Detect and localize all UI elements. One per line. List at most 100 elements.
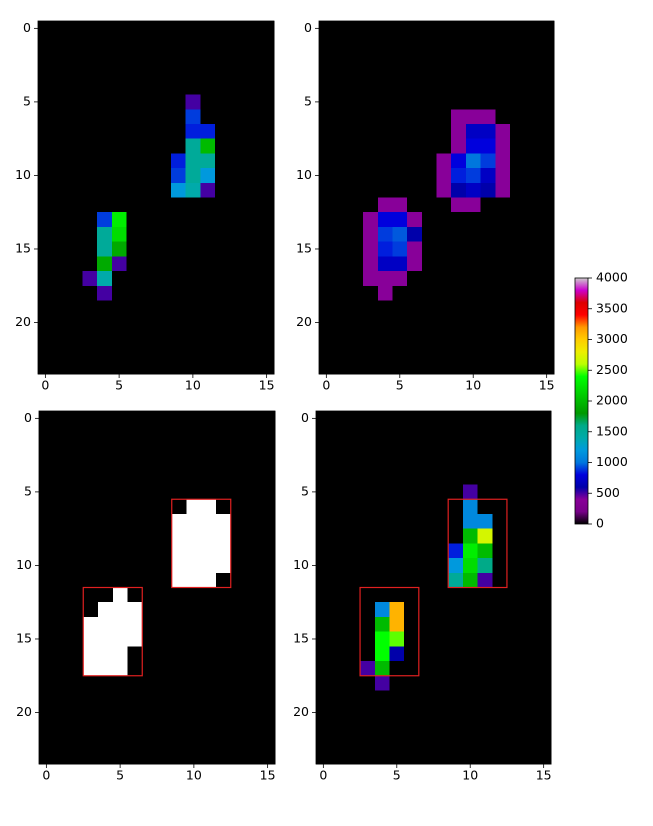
heatmap-cell (418, 528, 434, 544)
heatmap-cell (244, 315, 260, 331)
heatmap-cell (127, 558, 143, 574)
heatmap-cell (229, 168, 245, 184)
heatmap-cell (421, 79, 437, 95)
heatmap-cell (345, 734, 361, 750)
heatmap-cell (112, 690, 128, 706)
x-tick-label: 0 (322, 378, 330, 393)
heatmap-cell (170, 285, 186, 301)
heatmap-cell (216, 675, 232, 691)
heatmap-cell (524, 182, 540, 198)
colorbar-tick-label: 1000 (596, 454, 628, 469)
heatmap-cell (348, 153, 364, 169)
y-tick-label: 10 (15, 167, 31, 182)
heatmap-cell (521, 528, 537, 544)
heatmap-cell (39, 661, 55, 677)
colorbar-tick-label: 0 (596, 516, 604, 531)
heatmap-cell (39, 440, 55, 456)
heatmap-cell (83, 675, 99, 691)
heatmap-cell (539, 65, 555, 81)
heatmap-cell (407, 226, 423, 242)
heatmap-cell (521, 705, 537, 721)
heatmap-cell (421, 271, 437, 287)
heatmap-cell (186, 734, 202, 750)
heatmap-cell (348, 109, 364, 125)
heatmap-cell (433, 705, 449, 721)
heatmap-cell (97, 329, 113, 345)
heatmap-cell (39, 646, 55, 662)
heatmap-cell (141, 226, 157, 242)
heatmap-cell (360, 661, 376, 677)
heatmap-cell (333, 226, 349, 242)
heatmap-cell (170, 94, 186, 110)
heatmap-cell (392, 300, 408, 316)
heatmap-cell (495, 94, 511, 110)
heatmap-cell (374, 425, 390, 441)
heatmap-cell (127, 690, 143, 706)
heatmap-cell (216, 484, 232, 500)
heatmap-cell (360, 484, 376, 500)
heatmap-cell (418, 631, 434, 647)
heatmap-cell (480, 241, 496, 257)
heatmap-cell (436, 123, 452, 139)
heatmap-cell (52, 315, 68, 331)
heatmap-cell (127, 513, 143, 529)
heatmap-cell (448, 631, 464, 647)
heatmap-cell (509, 241, 525, 257)
heatmap-cell (259, 65, 275, 81)
heatmap-cell (157, 646, 173, 662)
heatmap-cell (418, 440, 434, 456)
heatmap-cell (141, 79, 157, 95)
heatmap-cell (112, 661, 128, 677)
x-tick-label: 0 (319, 768, 327, 783)
heatmap-cell (52, 123, 68, 139)
heatmap-cell (200, 153, 216, 169)
heatmap-cell (392, 50, 408, 66)
heatmap-cell (141, 315, 157, 331)
heatmap-cell (448, 543, 464, 559)
heatmap-cell (360, 558, 376, 574)
heatmap-cell (433, 425, 449, 441)
heatmap-cell (83, 558, 99, 574)
heatmap-cell (112, 602, 128, 618)
heatmap-cell (436, 65, 452, 81)
heatmap-cell (244, 65, 260, 81)
heatmap-cell (348, 65, 364, 81)
heatmap-cell (345, 705, 361, 721)
heatmap-cell (374, 734, 390, 750)
heatmap-cell (141, 138, 157, 154)
heatmap-cell (201, 440, 217, 456)
heatmap-cell (333, 256, 349, 272)
heatmap-cell (201, 631, 217, 647)
heatmap-cell (201, 587, 217, 603)
heatmap-cell (229, 197, 245, 213)
heatmap-cell (509, 197, 525, 213)
heatmap-cell (319, 329, 334, 345)
heatmap-cell (244, 35, 260, 51)
heatmap-cell (185, 241, 201, 257)
heatmap-cell (259, 197, 275, 213)
heatmap-cell (141, 285, 157, 301)
heatmap-cell (506, 616, 522, 632)
heatmap-cell (185, 65, 201, 81)
heatmap-cell (39, 602, 55, 618)
heatmap-cell (392, 359, 408, 375)
heatmap-cell (127, 602, 143, 618)
heatmap-cell (171, 484, 187, 500)
heatmap-cell (98, 513, 114, 529)
heatmap-cell (316, 528, 331, 544)
heatmap-cell (451, 256, 467, 272)
heatmap-cell (319, 226, 334, 242)
heatmap-cell (521, 425, 537, 441)
heatmap-cell (112, 631, 128, 647)
heatmap-cell (465, 285, 481, 301)
heatmap-cell (462, 587, 478, 603)
heatmap-cell (126, 123, 142, 139)
heatmap-cell (348, 212, 364, 228)
heatmap-cell (201, 513, 217, 529)
heatmap-cell (316, 484, 331, 500)
heatmap-cell (392, 344, 408, 360)
heatmap-cell (404, 425, 420, 441)
heatmap-cell (506, 631, 522, 647)
heatmap-cell (436, 285, 452, 301)
heatmap-cell (524, 35, 540, 51)
